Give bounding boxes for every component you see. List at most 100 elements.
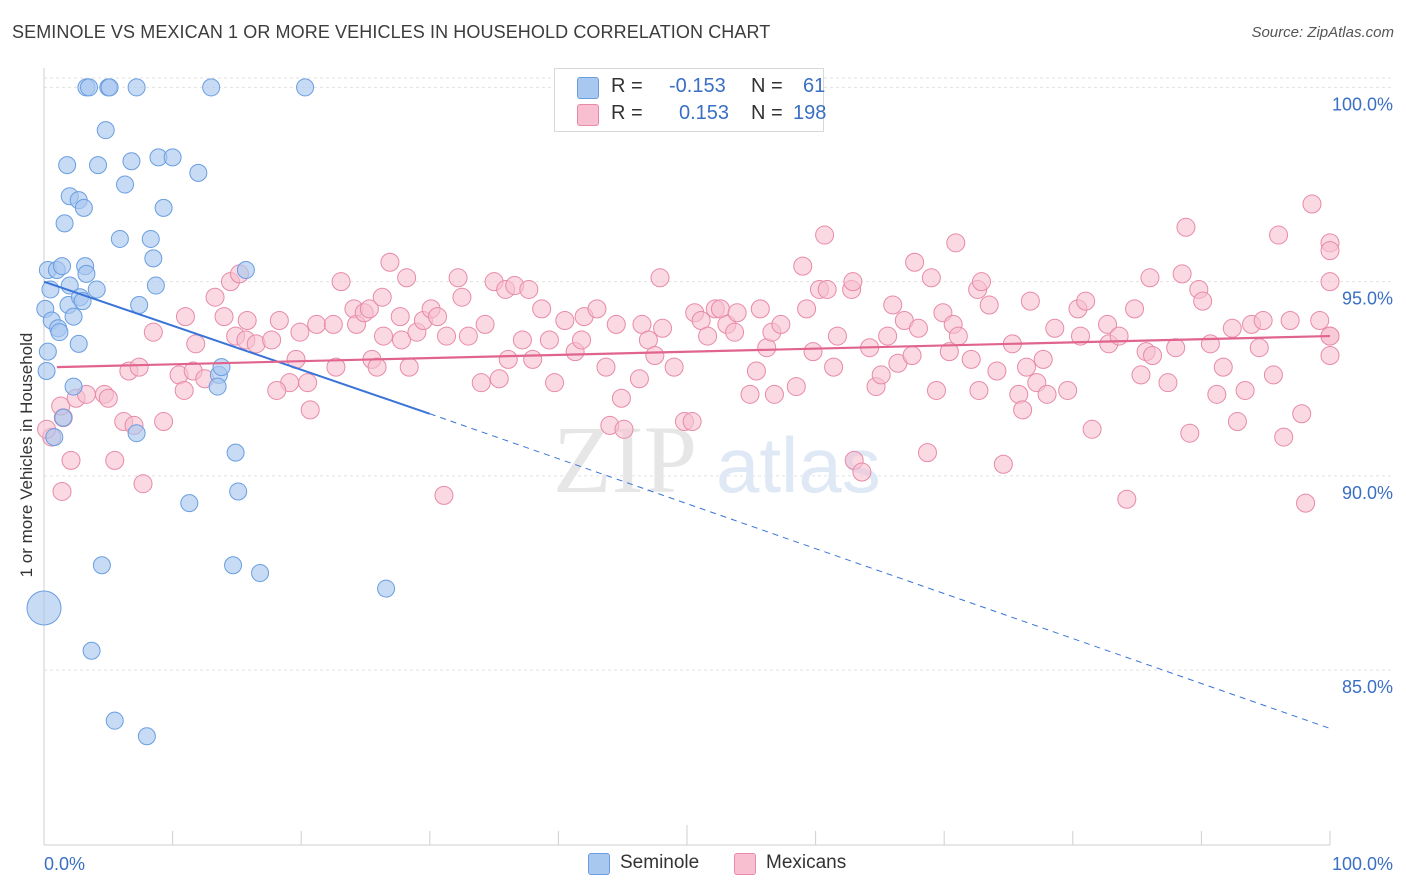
mexicans-point: [905, 252, 925, 272]
trend-lines: [43, 280, 1331, 729]
mexicans-r-value: 0.153: [679, 102, 730, 124]
seminole-point: [92, 556, 111, 575]
mexicans-point: [52, 481, 72, 501]
mexicans-point: [1249, 338, 1269, 358]
seminole-point: [212, 358, 231, 377]
mexicans-point: [555, 311, 575, 331]
mexicans-trend-line: [56, 334, 1331, 369]
mexicans-point: [786, 377, 806, 397]
seminole-point: [251, 564, 270, 583]
mexicans-point: [61, 450, 81, 470]
mexicans-point: [452, 287, 472, 307]
seminole-point: [53, 257, 72, 276]
mexicans-point: [262, 330, 282, 350]
mexicans-point: [133, 474, 153, 494]
mexicans-point: [1071, 326, 1091, 346]
mexicans-point: [359, 299, 379, 319]
mexicans-point: [523, 349, 543, 369]
n-label: N =: [751, 75, 783, 97]
seminole-point: [163, 148, 182, 167]
x-tick-label: 100.0%: [1332, 854, 1393, 874]
mexicans-point: [961, 349, 981, 369]
mexicans-point: [1200, 334, 1220, 354]
mexicans-point: [1320, 345, 1340, 365]
seminole-point: [55, 214, 74, 233]
mexicans-point: [458, 326, 478, 346]
mexicans-point: [746, 361, 766, 381]
seminole-point: [100, 78, 119, 97]
mexicans-point: [1037, 384, 1057, 404]
mexicans-point: [1207, 384, 1227, 404]
mexicans-point: [921, 268, 941, 288]
axes: [43, 68, 1331, 846]
seminole-point: [127, 78, 146, 97]
mexicans-point: [1131, 365, 1151, 385]
mexicans-point: [186, 334, 206, 354]
mexicans-point: [1020, 291, 1040, 311]
seminole-point: [69, 334, 88, 353]
mexicans-point: [1117, 489, 1137, 509]
mexicans-point: [698, 326, 718, 346]
mexicans-point: [1140, 268, 1160, 288]
mexicans-point: [475, 314, 495, 334]
seminole-point: [146, 276, 165, 295]
mexicans-point: [174, 380, 194, 400]
seminole-point: [229, 482, 248, 501]
mexicans-point: [1193, 291, 1213, 311]
mexicans-point: [1296, 493, 1316, 513]
mexicans-point: [1125, 299, 1145, 319]
y-tick-label: 90.0%: [1342, 483, 1393, 503]
seminole-point: [26, 590, 62, 626]
mexicans-point: [664, 357, 684, 377]
seminole-point: [226, 443, 245, 462]
seminole-point: [141, 229, 160, 248]
seminole-point: [236, 261, 255, 280]
mexicans-point: [326, 357, 346, 377]
mexicans-point: [498, 349, 518, 369]
mexicans-point: [374, 326, 394, 346]
mexicans-point: [539, 330, 559, 350]
mexicans-point: [143, 322, 163, 342]
seminole-point: [296, 78, 315, 97]
mexicans-point: [397, 268, 417, 288]
mexicans-point: [1098, 314, 1118, 334]
mexicans-legend-swatch: [734, 853, 756, 875]
mexicans-point: [817, 279, 837, 299]
n-label: N =: [751, 102, 783, 124]
mexicans-point: [392, 330, 412, 350]
mexicans-point: [1166, 338, 1186, 358]
seminole-point: [74, 198, 93, 217]
seminole-point: [144, 249, 163, 268]
mexicans-point: [572, 330, 592, 350]
mexicans-point: [532, 299, 552, 319]
seminole-n-value: 61: [803, 75, 826, 97]
mexicans-n-value: 198: [793, 102, 827, 124]
seminole-point: [58, 156, 77, 175]
seminole-point: [50, 323, 69, 342]
mexicans-point: [290, 322, 310, 342]
mexicans-point: [824, 357, 844, 377]
seminole-swatch: [577, 77, 599, 99]
mexicans-point: [1180, 423, 1200, 443]
mexicans-point: [764, 384, 784, 404]
mexicans-point: [1013, 400, 1033, 420]
correlation-legend: R = -0.153 N = 61 R = 0.153 N = 198: [554, 68, 827, 132]
r-label: R =: [611, 75, 643, 97]
mexicans-point: [948, 326, 968, 346]
mexicans-point: [448, 268, 468, 288]
mexicans-point: [969, 380, 989, 400]
mexicans-point: [987, 361, 1007, 381]
mexicans-point: [1292, 404, 1312, 424]
mexicans-point: [214, 307, 234, 327]
mexicans-point: [175, 307, 195, 327]
mexicans-point: [1222, 318, 1242, 338]
mexicans-point: [871, 365, 891, 385]
mexicans-point: [1076, 291, 1096, 311]
y-axis-label: 1 or more Vehicles in Household: [17, 332, 36, 578]
mexicans-point: [1045, 318, 1065, 338]
mexicans-point: [1017, 357, 1037, 377]
mexicans-point: [372, 287, 392, 307]
seminole-point: [202, 78, 221, 97]
tick-labels: 85.0% 90.0% 95.0% 100.0% 0.0% 100.0%: [44, 94, 1393, 874]
